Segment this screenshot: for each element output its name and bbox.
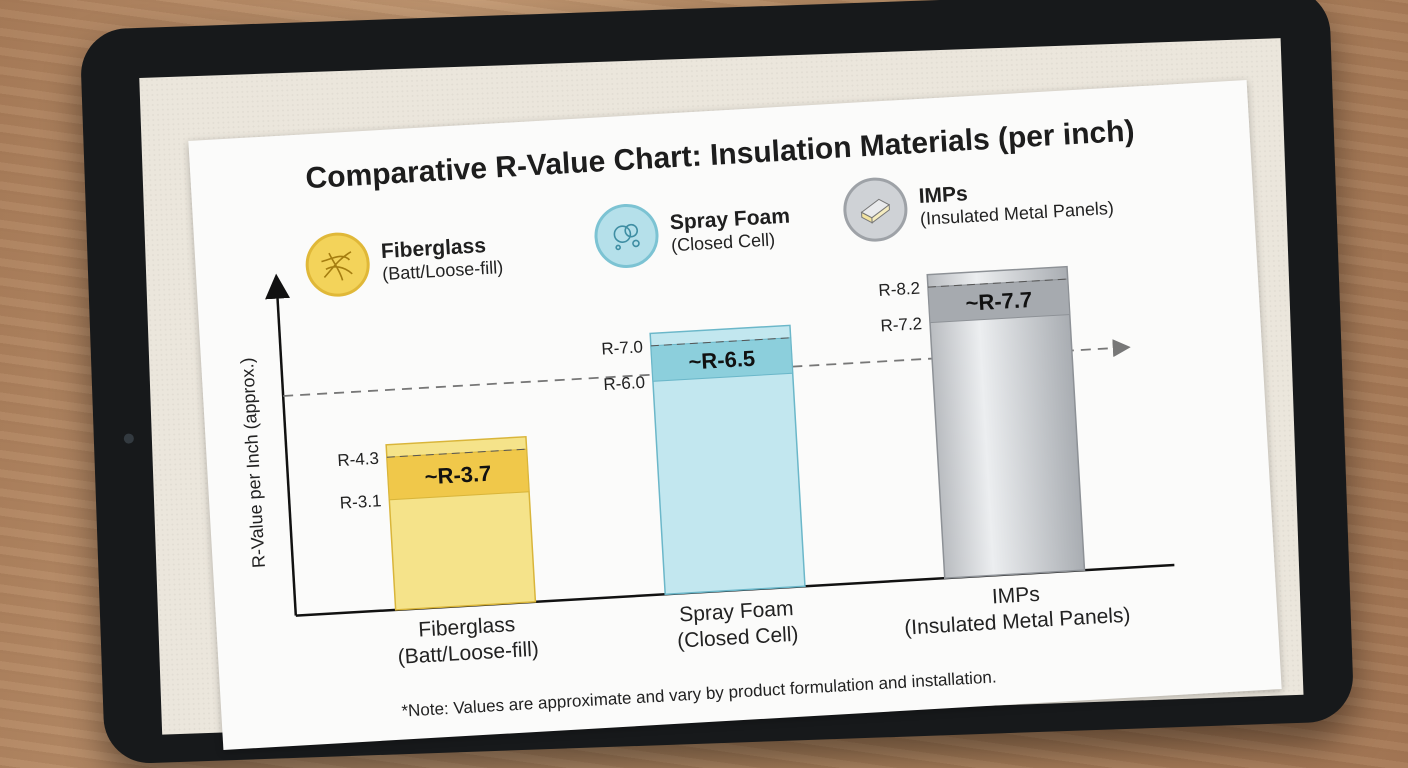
camera-icon	[123, 433, 135, 444]
low-value-label-1: R-6.0	[603, 373, 646, 394]
fiberglass-fibers-icon	[303, 230, 372, 299]
low-value-label-2: R-7.2	[880, 314, 923, 335]
x-tick-label-2: IMPs	[991, 583, 1040, 609]
legend-imps: IMPs (Insulated Metal Panels)	[841, 164, 1115, 244]
high-dashed-line-2	[927, 278, 1068, 288]
metal-panel-icon	[841, 175, 910, 244]
high-value-label-2: R-8.2	[878, 279, 921, 300]
x-tick-sublabel-2: (Insulated Metal Panels)	[904, 604, 1131, 640]
x-tick-label-1: Spray Foam	[679, 597, 795, 627]
high-dashed-line-0	[386, 448, 527, 458]
y-axis	[265, 273, 298, 616]
x-tick-label-0: Fiberglass	[418, 613, 516, 642]
bar-2	[926, 265, 1086, 579]
high-value-label-1: R-7.0	[601, 337, 644, 358]
legend-spray-foam: Spray Foam (Closed Cell)	[592, 195, 793, 270]
typical-value-label-1: ~R-6.5	[688, 346, 756, 375]
y-axis-label: R-Value per Inch (approx.)	[237, 357, 269, 569]
bar-1	[649, 324, 806, 596]
spray-foam-bubbles-icon	[592, 202, 661, 270]
low-value-label-0: R-3.1	[339, 491, 382, 512]
x-tick-sublabel-0: (Batt/Loose-fill)	[397, 638, 539, 669]
bar-chart: R-Value per Inch (approx.) ~R-3.7 R-4.3 R-…	[237, 265, 1175, 669]
high-value-label-0: R-4.3	[337, 449, 380, 470]
high-dashed-line-1	[650, 337, 791, 347]
x-tick-sublabel-1: (Closed Cell)	[677, 623, 799, 653]
chart-card: Comparative R-Value Chart: Insulation Ma…	[188, 79, 1282, 751]
legend-fiberglass: Fiberglass (Batt/Loose-fill)	[303, 223, 504, 299]
typical-value-label-2: ~R-7.7	[965, 287, 1033, 316]
typical-value-label-0: ~R-3.7	[424, 461, 492, 490]
